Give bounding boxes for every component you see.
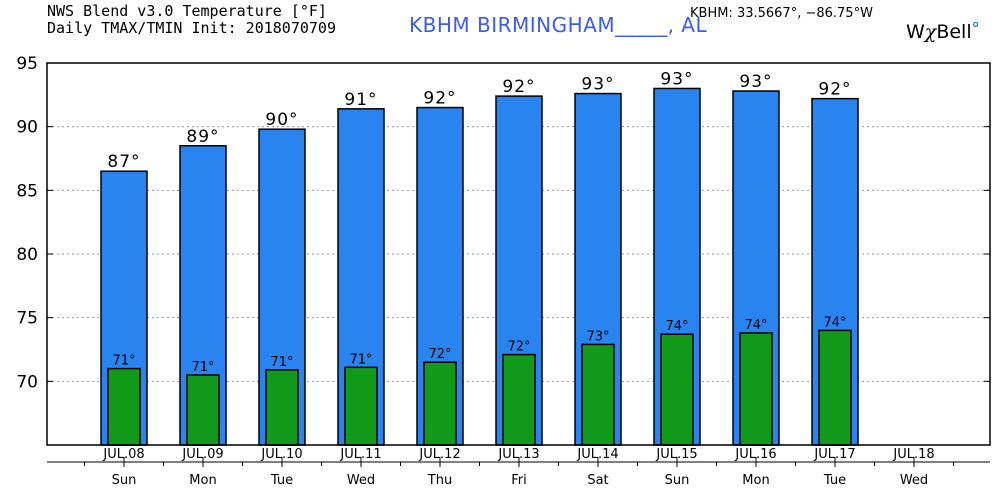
- y-tick-label: 75: [16, 309, 38, 329]
- tmax-label: 93°: [581, 75, 614, 95]
- chart-title-block: NWS Blend v3.0 Temperature [°F] Daily TM…: [47, 3, 336, 37]
- weekday-label: Fri: [511, 473, 527, 488]
- date-label: JUL.09: [181, 447, 223, 462]
- tmin-bar: [739, 332, 773, 446]
- tmax-label: 93°: [660, 69, 693, 89]
- tmax-label: 90°: [265, 110, 298, 130]
- y-tick-label: 95: [16, 54, 38, 74]
- tmin-bar: [660, 333, 694, 446]
- tmin-bar: [818, 329, 852, 446]
- weekday-label: Tue: [270, 473, 293, 488]
- tmin-label: 73°: [586, 329, 609, 344]
- tmax-label: 92°: [818, 80, 851, 100]
- tmax-label: 89°: [186, 127, 219, 147]
- date-label: JUL.15: [655, 447, 697, 462]
- chart-title-line2: Daily TMAX/TMIN Init: 2018070709: [47, 19, 336, 37]
- bar-layer: [100, 87, 859, 446]
- tmin-label: 71°: [191, 360, 214, 375]
- tmin-label: 74°: [823, 315, 846, 330]
- tmin-bar: [186, 374, 220, 446]
- weekday-label: Thu: [427, 473, 452, 488]
- tmax-label: 93°: [739, 72, 772, 92]
- tmin-bar: [107, 367, 141, 446]
- date-label: JUL.14: [576, 447, 618, 462]
- y-tick-label: 80: [16, 245, 38, 265]
- tmin-bar: [344, 366, 378, 446]
- chart-title-line1: NWS Blend v3.0 Temperature [°F]: [47, 2, 327, 20]
- tmin-bar: [265, 369, 299, 446]
- weekday-label: Sat: [587, 473, 608, 488]
- date-label: JUL.16: [734, 447, 776, 462]
- tmax-label: 92°: [502, 77, 535, 97]
- tmin-label: 71°: [270, 355, 293, 370]
- date-label: JUL.11: [339, 447, 381, 462]
- date-label: JUL.18: [892, 447, 934, 462]
- tmin-label: 74°: [665, 319, 688, 334]
- y-tick-label: 85: [16, 181, 38, 201]
- tmin-label: 72°: [507, 340, 530, 355]
- weekday-label: Sun: [112, 473, 137, 488]
- logo-w: W: [906, 21, 925, 43]
- date-label: JUL.17: [813, 447, 855, 462]
- tmin-label: 71°: [112, 354, 135, 369]
- axis-layer: 70 75 80 85 90 95 JUL.08 Sun JUL.09 Mon JUL.10 Tue J…: [16, 54, 991, 488]
- y-tick-label: 70: [16, 372, 38, 392]
- tmin-bar: [581, 343, 615, 446]
- label-layer: 87° 71° 89° 71° 90° 71° 91° 71° 92° 72° 92° 72° 93° 7…: [107, 69, 851, 375]
- tmax-label: 91°: [344, 90, 377, 110]
- plot-frame: [46, 62, 991, 446]
- date-label: JUL.10: [260, 447, 302, 462]
- tmax-label: 87°: [107, 152, 140, 172]
- weekday-label: Mon: [742, 473, 769, 488]
- weekday-label: Mon: [189, 473, 216, 488]
- station-name: KBHM BIRMINGHAM_____, AL: [409, 13, 708, 37]
- station-coordinates: KBHM: 33.5667°, −86.75°W: [690, 6, 873, 21]
- date-label: JUL.12: [418, 447, 460, 462]
- date-label: JUL.13: [497, 447, 539, 462]
- wxbell-logo: WχBell°: [906, 19, 980, 43]
- y-tick-label: 90: [16, 118, 38, 138]
- tmin-bar: [423, 361, 457, 446]
- weekday-label: Tue: [823, 473, 846, 488]
- tmax-label: 92°: [423, 89, 456, 109]
- logo-bell: Bell: [936, 21, 972, 43]
- weekday-label: Sun: [665, 473, 690, 488]
- tmin-label: 72°: [428, 347, 451, 362]
- tmin-bar: [502, 353, 536, 446]
- weekday-label: Wed: [900, 473, 928, 488]
- logo-degree-icon: °: [971, 19, 980, 38]
- date-label: JUL.08: [102, 447, 144, 462]
- logo-chi: χ: [924, 21, 937, 43]
- weekday-label: Wed: [347, 473, 375, 488]
- tmin-label: 74°: [744, 318, 767, 333]
- tmin-label: 71°: [349, 352, 372, 367]
